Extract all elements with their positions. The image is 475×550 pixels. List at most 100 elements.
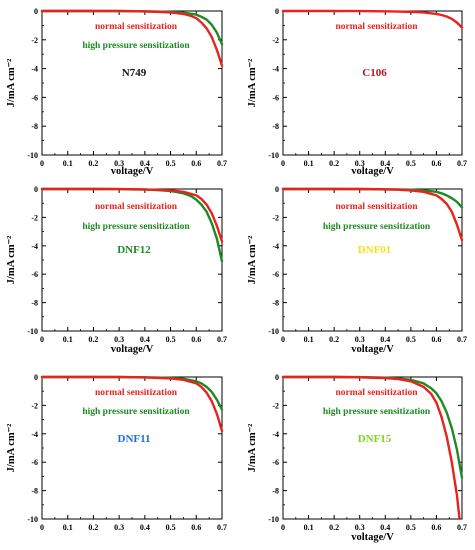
panel-5-legend-high-pressure: high pressure sensitization <box>82 407 190 417</box>
panel-4-x-tick-label: 0.1 <box>304 335 314 344</box>
panel-6-x-tick-label: 0.2 <box>329 523 339 532</box>
panel-2-y-tick-label: -8 <box>272 122 279 131</box>
panel-2-normal-sensitization-curve <box>281 9 464 29</box>
panel-5-y-tick-label: -4 <box>31 430 38 439</box>
panel-2-y-tick-label: -2 <box>272 36 279 45</box>
panel-5-normal-sensitization-curve <box>40 375 224 433</box>
panel-5-y-tick-label: 0 <box>34 373 38 382</box>
panel-4-y-tick-label: -4 <box>272 242 279 251</box>
panel-5-y-tick-label: -8 <box>31 487 38 496</box>
panel-5-x-tick-label: 0.7 <box>217 523 227 532</box>
panel-3-x-tick-label: 0.7 <box>217 335 227 344</box>
panel-3-y-tick-label: -2 <box>31 213 38 222</box>
panel-3-y-tick-label: 0 <box>34 185 38 194</box>
panel-1-x-tick-label: 0.2 <box>88 159 98 168</box>
panel-4-legend-high-pressure: high pressure sensitization <box>323 222 431 232</box>
panel-5-x-tick-label: 0.3 <box>114 523 124 532</box>
panel-6-legend-high-pressure: high pressure sensitization <box>323 407 431 417</box>
panel-5-legend-normal: normal sensitization <box>95 388 178 398</box>
panel-1-dye-name-label: N749 <box>122 67 147 79</box>
panel-1-y-tick-label: -2 <box>31 36 38 45</box>
panel-4-x-tick-label: 0.5 <box>406 335 416 344</box>
panel-5-x-tick-label: 0.6 <box>191 523 201 532</box>
panel-6-y-tick-label: 0 <box>275 373 279 382</box>
panel-5-y-tick-label: -2 <box>31 401 38 410</box>
panel-3-y-tick-label: -10 <box>27 327 38 336</box>
panel-2-y-tick-label: 0 <box>275 7 279 16</box>
panel-2-legend-normal: normal sensitization <box>335 22 418 32</box>
panel-3-x-tick-label: 0.3 <box>114 335 124 344</box>
panel-4-normal-sensitization-curve <box>281 187 464 242</box>
panel-1-plot-frame <box>41 10 223 156</box>
panel-5-plot-frame <box>41 376 223 520</box>
panel-5-y-tick-label: -10 <box>27 515 38 524</box>
panel-4-x-tick-label: 0.6 <box>431 335 441 344</box>
panel-4-y-tick-label: -2 <box>272 213 279 222</box>
panel-3-y-axis-label: J/mA cm⁻² <box>6 236 17 285</box>
panel-3-legend-normal: normal sensitization <box>95 202 178 212</box>
panel-5-x-tick-label: 0.4 <box>140 523 150 532</box>
panel-2-x-tick-label: 0.1 <box>304 159 314 168</box>
panel-6-x-tick-label: 0.7 <box>457 523 467 532</box>
panel-6-x-tick-label: 0.6 <box>431 523 441 532</box>
panel-3-y-tick-label: -4 <box>31 242 38 251</box>
panel-4-dye-name-label: DNF01 <box>358 244 392 256</box>
panel-5-y-tick-label: -6 <box>31 458 38 467</box>
panel-6-y-tick-label: -6 <box>272 458 279 467</box>
panel-1-y-tick-label: -6 <box>31 93 38 102</box>
panel-1-y-axis-label: J/mA cm⁻² <box>6 59 17 108</box>
panel-3-legend-high-pressure: high pressure sensitization <box>82 222 190 232</box>
panel-1-x-tick-label: 0.4 <box>140 159 150 168</box>
panel-2-plot-frame <box>282 10 463 156</box>
panel-2-x-tick-label: 0.4 <box>380 159 390 168</box>
panel-1-x-tick-label: 0.6 <box>191 159 201 168</box>
panel-6-x-tick-label: 0.1 <box>304 523 314 532</box>
panel-4-x-tick-label: 0.7 <box>457 335 467 344</box>
panel-3-normal-sensitization-curve <box>40 187 224 243</box>
panel-4-y-tick-label: 0 <box>275 185 279 194</box>
panel-3-x-tick-label: 0.6 <box>191 335 201 344</box>
panel-2-y-axis-label: J/mA cm⁻² <box>247 59 258 108</box>
panel-5-dye-name-label: DNF11 <box>118 433 151 445</box>
panel-2-y-tick-label: -10 <box>268 151 279 160</box>
panel-1-x-tick-label: 0.1 <box>63 159 73 168</box>
panel-6-legend-normal: normal sensitization <box>335 388 418 398</box>
panel-4-legend-normal: normal sensitization <box>335 202 418 212</box>
panel-1-legend-high-pressure: high pressure sensitization <box>82 41 190 51</box>
panel-4-y-tick-label: -6 <box>272 270 279 279</box>
panel-3-x-tick-label: 0.5 <box>166 335 176 344</box>
panel-2-y-tick-label: -4 <box>272 65 279 74</box>
panel-6-y-tick-label: -4 <box>272 430 279 439</box>
panel-4-y-tick-label: -8 <box>272 299 279 308</box>
panel-1-normal-sensitization-curve <box>40 9 224 67</box>
panel-3-x-tick-label: 0.2 <box>88 335 98 344</box>
panel-2-x-tick-label: 0 <box>281 159 285 168</box>
panel-6-x-tick-label: 0.5 <box>406 523 416 532</box>
panel-2-x-tick-label: 0.6 <box>431 159 441 168</box>
panel-1-legend-normal: normal sensitization <box>95 22 178 32</box>
panel-6-x-tick-label: 0.3 <box>355 523 365 532</box>
panel-4-y-tick-label: -10 <box>268 327 279 336</box>
panel-1-x-tick-label: 0.3 <box>114 159 124 168</box>
panel-3-x-tick-label: 0.4 <box>140 335 150 344</box>
panel-1-x-axis-label: voltage/V <box>111 166 154 177</box>
panel-4-y-axis-label: J/mA cm⁻² <box>247 236 258 285</box>
panel-4-x-tick-label: 0.4 <box>380 335 390 344</box>
panel-6-x-tick-label: 0.4 <box>380 523 390 532</box>
panel-1-y-tick-label: -4 <box>31 65 38 74</box>
panel-4-x-axis-label: voltage/V <box>351 344 394 355</box>
panel-4-x-tick-label: 0.2 <box>329 335 339 344</box>
panel-3-x-axis-label: voltage/V <box>111 344 154 355</box>
panel-2-x-tick-label: 0.5 <box>406 159 416 168</box>
panel-3-dye-name-label: DNF12 <box>117 244 151 256</box>
panel-2-y-tick-label: -6 <box>272 93 279 102</box>
panel-6-y-tick-label: -8 <box>272 487 279 496</box>
panel-6-dye-name-label: DNF15 <box>358 433 392 445</box>
panel-6-x-tick-label: 0 <box>281 523 285 532</box>
panel-1-x-tick-label: 0.7 <box>217 159 227 168</box>
panel-6-normal-sensitization-curve <box>281 375 461 519</box>
panel-2-x-tick-label: 0.2 <box>329 159 339 168</box>
panel-5-x-tick-label: 0 <box>40 523 44 532</box>
panel-6-y-tick-label: -10 <box>268 515 279 524</box>
